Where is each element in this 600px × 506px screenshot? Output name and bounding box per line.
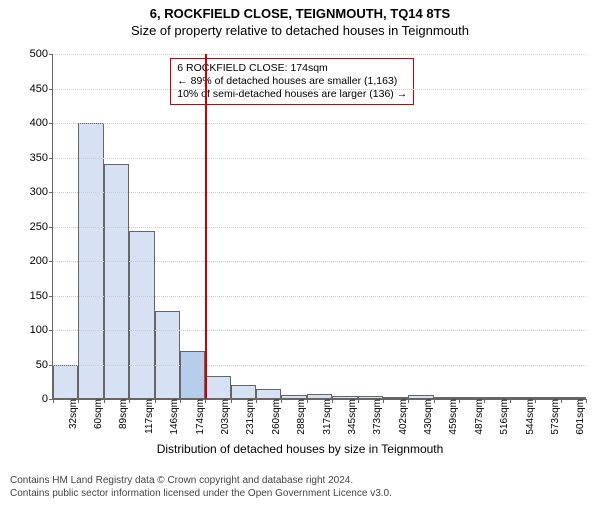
bar [231,385,256,399]
y-tick-label: 300 [30,186,53,198]
y-tick-label: 50 [36,359,53,371]
x-tick-label: 573sqm [548,399,561,435]
annotation-line-2: ← 89% of detached houses are smaller (1,… [177,75,407,88]
x-tick-label: 174sqm [193,399,206,435]
x-tick-label: 516sqm [497,399,510,435]
gridline [53,227,586,228]
x-tick [358,399,359,403]
x-tick-label: 60sqm [91,399,104,429]
y-tick-label: 450 [30,83,53,95]
bar [256,389,281,399]
x-tick [383,399,384,403]
x-tick-label: 544sqm [523,399,536,435]
x-tick-label: 146sqm [167,399,180,435]
page-title: 6, ROCKFIELD CLOSE, TEIGNMOUTH, TQ14 8TS [0,6,600,21]
gridline [53,365,586,366]
x-tick [510,399,511,403]
y-tick-label: 350 [30,152,53,164]
gridline [53,261,586,262]
y-tick-label: 250 [30,221,53,233]
x-tick-label: 430sqm [421,399,434,435]
x-tick-label: 117sqm [142,399,155,434]
x-tick [586,399,587,403]
bar [205,376,230,399]
gridline [53,89,586,90]
annotation-line-3: 10% of semi-detached houses are larger (… [177,88,407,101]
x-tick-label: 231sqm [243,399,256,435]
x-tick-label: 402sqm [396,399,409,435]
footer: Contains HM Land Registry data © Crown c… [10,474,590,500]
x-axis-label: Distribution of detached houses by size … [0,442,600,456]
x-tick-label: 345sqm [345,399,358,435]
x-tick-label: 601sqm [573,399,586,435]
footer-line-1: Contains HM Land Registry data © Crown c… [10,474,590,487]
bar [155,311,180,399]
y-tick-label: 100 [30,324,53,336]
x-tick [459,399,460,403]
gridline [53,123,586,124]
x-tick-label: 260sqm [269,399,282,435]
x-tick [180,399,181,403]
footer-line-2: Contains public sector information licen… [10,487,590,500]
x-tick [256,399,257,403]
gridline [53,296,586,297]
x-tick [231,399,232,403]
x-tick [561,399,562,403]
bar [180,351,205,399]
x-tick-label: 89sqm [116,399,129,429]
x-tick [332,399,333,403]
gridline [53,54,586,55]
annotation-line-1: 6 ROCKFIELD CLOSE: 174sqm [177,62,407,75]
plot-area: 6 ROCKFIELD CLOSE: 174sqm ← 89% of detac… [52,54,586,400]
bar [53,365,78,400]
x-tick [281,399,282,403]
gridline [53,158,586,159]
y-tick-label: 150 [30,290,53,302]
y-tick-label: 500 [30,48,53,60]
x-tick-label: 32sqm [66,399,79,429]
x-tick [434,399,435,403]
gridline [53,330,586,331]
y-tick-label: 200 [30,255,53,267]
x-tick [408,399,409,403]
marker-line [205,54,207,399]
x-tick [205,399,206,403]
x-tick-label: 487sqm [472,399,485,435]
y-tick-label: 0 [42,393,53,405]
x-tick-label: 459sqm [446,399,459,435]
y-tick-label: 400 [30,117,53,129]
x-tick [307,399,308,403]
x-tick [484,399,485,403]
chart-container: Number of detached properties 6 ROCKFIEL… [0,46,600,458]
x-tick [78,399,79,403]
x-tick [53,399,54,403]
bar [129,231,154,399]
gridline [53,192,586,193]
x-tick-label: 288sqm [294,399,307,435]
x-tick [155,399,156,403]
x-tick [104,399,105,403]
x-tick-label: 203sqm [218,399,231,435]
x-tick [535,399,536,403]
x-tick [129,399,130,403]
x-tick-label: 373sqm [370,399,383,435]
page-subtitle: Size of property relative to detached ho… [0,23,600,38]
x-tick-label: 317sqm [320,399,333,435]
